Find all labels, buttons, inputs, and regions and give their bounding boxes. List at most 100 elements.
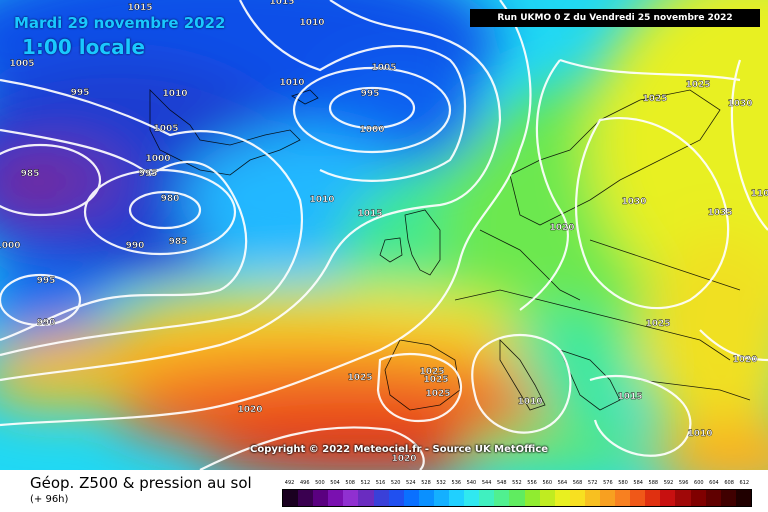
isobar-label: 1000 bbox=[145, 154, 170, 164]
scale-tick-label: 524 bbox=[406, 480, 416, 486]
scale-swatch bbox=[675, 490, 691, 506]
isobar-label: 1030 bbox=[621, 197, 646, 207]
isobar-label: 1010 bbox=[279, 78, 304, 88]
isobar-label: 1025 bbox=[685, 80, 710, 90]
scale-swatch bbox=[615, 490, 631, 506]
isobar-label: 1025 bbox=[419, 367, 444, 377]
scale-swatch bbox=[313, 490, 329, 506]
scale-swatch bbox=[343, 490, 359, 506]
scale-tick-label: 508 bbox=[345, 480, 355, 486]
scale-tick-label: 588 bbox=[648, 480, 659, 486]
scale-swatch bbox=[524, 490, 540, 506]
isobar-label: 1020 bbox=[732, 355, 757, 365]
isobar-label: 1005 bbox=[9, 59, 34, 69]
isobar-label: 995 bbox=[71, 88, 90, 98]
isobar-label: 1025 bbox=[425, 389, 450, 399]
isobar-label: 110 bbox=[751, 189, 768, 199]
scale-tick-label: 580 bbox=[618, 480, 628, 486]
scale-tick-label: 540 bbox=[466, 480, 477, 486]
scale-tick-label: 604 bbox=[709, 480, 719, 486]
isobar-label: 1015 bbox=[617, 392, 642, 402]
scale-tick-label: 596 bbox=[678, 480, 689, 486]
scale-tick-label: 548 bbox=[496, 480, 507, 486]
isobar-label: 990 bbox=[37, 318, 56, 328]
scale-swatch bbox=[433, 490, 450, 506]
scale-swatch bbox=[403, 490, 419, 506]
isobar-label: 1015 bbox=[127, 3, 152, 13]
scale-swatch bbox=[630, 490, 646, 506]
scale-swatch bbox=[735, 490, 751, 506]
isobar-labels: 1015 1010 1015 1005 995 1010 1010 1005 995 1000 10… bbox=[0, 0, 768, 464]
scale-tick-label: 516 bbox=[375, 480, 386, 486]
isobar-label: 1010 bbox=[687, 429, 712, 439]
scale-tick-label: 572 bbox=[587, 480, 598, 486]
scale-swatch bbox=[479, 490, 495, 506]
scale-swatch bbox=[449, 490, 465, 506]
scale-tick-label: 584 bbox=[633, 480, 643, 486]
scale-swatch bbox=[569, 490, 585, 506]
copyright: Copyright © 2022 Meteociel.fr - Source U… bbox=[250, 444, 549, 455]
isobar-label: 995 bbox=[139, 169, 158, 179]
forecast-time: 1:00 locale bbox=[22, 35, 146, 59]
lead-time: (+ 96h) bbox=[30, 494, 69, 505]
scale-tick-label: 536 bbox=[451, 480, 462, 486]
isobar-label: 1020 bbox=[549, 223, 574, 233]
scale-swatch bbox=[464, 490, 480, 506]
isobar-label: 1030 bbox=[727, 99, 752, 109]
isobar-label: 1010 bbox=[162, 89, 187, 99]
scale-swatch bbox=[373, 490, 389, 506]
scale-tick-label: 556 bbox=[527, 480, 537, 486]
isobar-label: 1010 bbox=[309, 195, 334, 205]
scale-tick-label: 552 bbox=[512, 480, 522, 486]
isobar-label: 990 bbox=[126, 241, 145, 251]
scale-tick-label: 528 bbox=[421, 480, 431, 486]
isobar-label: 980 bbox=[161, 194, 180, 204]
scale-tick-label: 568 bbox=[572, 480, 583, 486]
scale-tick-label: 496 bbox=[299, 480, 310, 486]
scale-swatch bbox=[358, 490, 374, 506]
isobar-label: 1015 bbox=[269, 0, 294, 7]
legend-bar: Géop. Z500 & pression au sol (+ 96h) 492… bbox=[0, 470, 768, 512]
run-info: Run UKMO 0 Z du Vendredi 25 novembre 202… bbox=[470, 9, 760, 27]
scale-tick-label: 520 bbox=[390, 480, 401, 486]
isobar-label: 985 bbox=[169, 237, 188, 247]
scale-swatch bbox=[388, 490, 404, 506]
isobar-label: 1005 bbox=[371, 63, 396, 73]
isobars bbox=[0, 0, 768, 470]
scale-tick-label: 504 bbox=[330, 480, 340, 486]
isobar-label: 995 bbox=[37, 276, 56, 286]
isobar-label: 995 bbox=[361, 89, 380, 99]
scale-swatch bbox=[494, 490, 510, 506]
scale-swatch bbox=[554, 490, 570, 506]
color-scale-bar bbox=[282, 489, 752, 507]
scale-swatch bbox=[509, 490, 525, 506]
scale-swatch bbox=[283, 490, 299, 506]
scale-swatch bbox=[705, 490, 721, 506]
color-scale-labels: 492 496 500 504 508 512 516 520 524 528 532 536 540 5… bbox=[282, 479, 752, 487]
scale-swatch bbox=[690, 490, 706, 506]
forecast-date: Mardi 29 novembre 2022 bbox=[14, 14, 226, 32]
isobar-label: 985 bbox=[21, 169, 40, 179]
isobar-label: 1025 bbox=[347, 373, 372, 383]
isobar-label: 1000 bbox=[0, 241, 21, 251]
scale-tick-label: 500 bbox=[315, 480, 325, 486]
forecast-map: 1015 1010 1015 1005 995 1010 1010 1005 995 1000 10… bbox=[0, 0, 768, 470]
scale-tick-label: 600 bbox=[694, 480, 704, 486]
scale-swatch bbox=[720, 490, 736, 506]
isobar-label: 1025 bbox=[642, 94, 667, 104]
scale-tick-label: 576 bbox=[603, 480, 613, 486]
scale-swatch bbox=[584, 490, 600, 506]
variable-title: Géop. Z500 & pression au sol bbox=[30, 474, 252, 492]
scale-tick-label: 492 bbox=[284, 480, 295, 486]
scale-tick-label: 560 bbox=[542, 480, 552, 486]
isobar-label: 1025 bbox=[645, 319, 670, 329]
isobar-label: 1005 bbox=[153, 124, 178, 134]
scale-swatch bbox=[660, 490, 676, 506]
scale-tick-label: 544 bbox=[481, 480, 492, 486]
scale-swatch bbox=[539, 490, 555, 506]
scale-swatch bbox=[298, 490, 314, 506]
isobar-label: 1020 bbox=[391, 454, 416, 464]
scale-tick-label: 612 bbox=[739, 480, 750, 486]
scale-tick-label: 608 bbox=[724, 480, 734, 486]
